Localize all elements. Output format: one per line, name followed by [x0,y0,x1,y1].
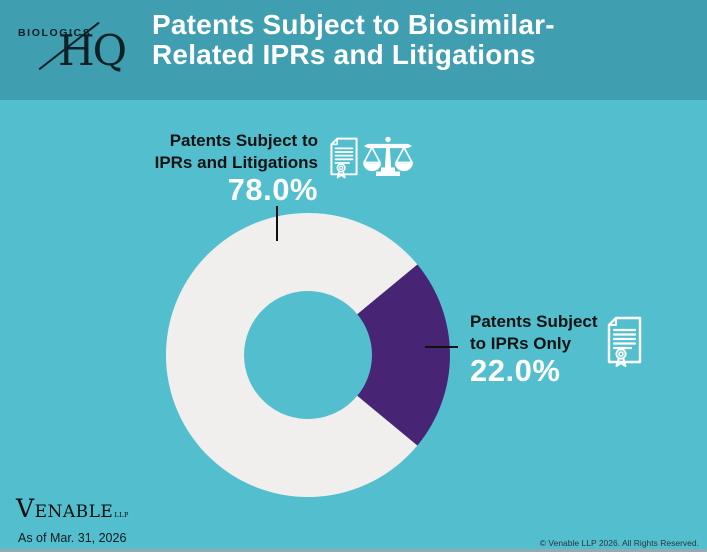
donut-segment-iprs-only[interactable] [357,264,450,446]
certificate-icon [607,316,642,367]
bottom-edge-strip [0,549,707,552]
leader-line-left [276,206,278,241]
page-title-line1: Patents Subject to Biosimilar- [152,9,555,40]
callout-iprs-and-litigations: Patents Subject to IPRs and Litigations … [100,130,318,207]
callout-iprs-only: Patents Subject to IPRs Only 22.0% [470,311,660,388]
certificate-icon [330,137,358,179]
callout-right-label-line2: to IPRs Only [470,333,572,353]
venable-logo-text: VENABLE [16,494,114,523]
page-title-line2: Related IPRs and Litigations [152,39,536,70]
callout-left-label-line1: Patents Subject to [169,131,318,150]
callout-left-label: Patents Subject to IPRs and Litigations [100,130,318,173]
venable-logo-llp: LLP [114,511,129,519]
logo-biologics-text: BIOLOGICS [18,27,92,39]
callout-right-label: Patents Subject to IPRs Only [470,311,660,354]
page-title: Patents Subject to Biosimilar- Related I… [152,10,697,70]
leader-line-right [425,346,458,348]
header-bar: BIOLOGICS HQ Patents Subject to Biosimil… [0,0,707,100]
callout-right-percentage: 22.0% [470,353,561,388]
logo-hq-text: HQ [58,26,127,75]
venable-logo: VENABLELLP [16,494,129,523]
scales-icon [363,136,413,176]
callout-left-percentage: 78.0% [227,172,318,207]
callout-left-label-line2: IPRs and Litigations [154,152,318,172]
as-of-date: As of Mar. 31, 2026 [18,531,127,545]
donut-chart [166,213,450,497]
copyright-notice: © Venable LLP 2026. All Rights Reserved. [539,538,699,548]
donut-segment-iprs-and-litigations[interactable] [166,213,418,497]
biologics-hq-logo: BIOLOGICS HQ [0,0,150,100]
callout-right-label-line1: Patents Subject [470,312,598,331]
